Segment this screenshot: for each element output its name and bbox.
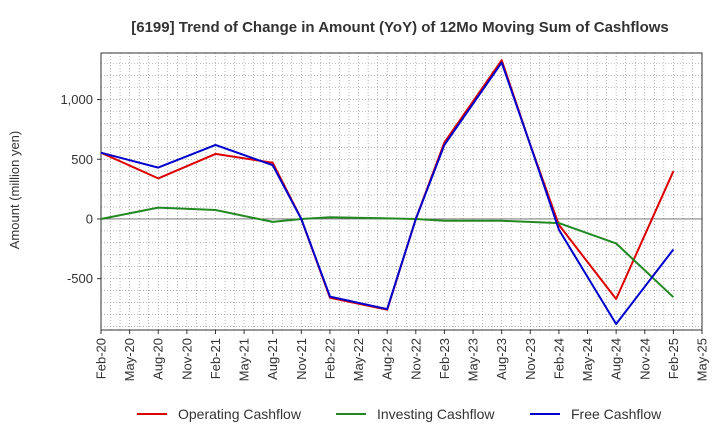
legend: Operating Cashflow Investing Cashflow Free… — [137, 406, 662, 422]
x-tick-label: Feb-23 — [437, 338, 452, 379]
y-tick-label: 1,000 — [60, 92, 93, 107]
x-tick-label: May-23 — [466, 338, 481, 381]
x-tick-label: Aug-23 — [494, 338, 509, 380]
x-tick-label: Feb-22 — [322, 338, 337, 379]
x-tick-label: May-20 — [122, 338, 137, 381]
y-axis-ticks: 1,000 500 0 -500 — [60, 92, 101, 286]
series-line-investing-cashflow — [100, 206, 675, 298]
x-tick-label: Feb-24 — [551, 338, 566, 379]
x-tick-label: May-24 — [580, 338, 595, 381]
x-tick-label: May-21 — [237, 338, 252, 381]
x-tick-label: Aug-21 — [265, 338, 280, 380]
x-tick-label: Nov-22 — [408, 338, 423, 380]
y-axis-label: Amount (million yen) — [7, 131, 22, 250]
x-tick-label: Nov-21 — [294, 338, 309, 380]
x-axis-ticks: Feb-20 May-20 Aug-20 Nov-20 Feb-21 May-21 Aug-… — [94, 330, 710, 381]
y-tick-label: -500 — [67, 271, 93, 286]
x-tick-label: Aug-24 — [609, 338, 624, 380]
series-line-free-cashflow — [100, 61, 675, 325]
y-tick-label: 500 — [71, 152, 93, 167]
x-tick-label: Nov-24 — [637, 338, 652, 380]
x-tick-label: Nov-20 — [179, 338, 194, 380]
legend-label: Operating Cashflow — [178, 406, 302, 422]
x-tick-label: Feb-20 — [94, 338, 109, 379]
x-tick-label: May-22 — [351, 338, 366, 381]
x-tick-label: Aug-20 — [151, 338, 166, 380]
plot-area-frame — [100, 52, 703, 331]
y-tick-label: 0 — [86, 211, 93, 226]
x-tick-label: Nov-23 — [523, 338, 538, 380]
legend-label: Free Cashflow — [571, 406, 662, 422]
x-tick-label: Feb-21 — [208, 338, 223, 379]
x-tick-label: Feb-25 — [666, 338, 681, 379]
x-tick-label: Aug-22 — [380, 338, 395, 380]
x-tick-label: May-25 — [695, 338, 710, 381]
legend-label: Investing Cashflow — [377, 406, 495, 422]
grid — [100, 53, 703, 330]
series-lines — [100, 59, 675, 325]
chart-title: [6199] Trend of Change in Amount (YoY) o… — [131, 19, 669, 36]
